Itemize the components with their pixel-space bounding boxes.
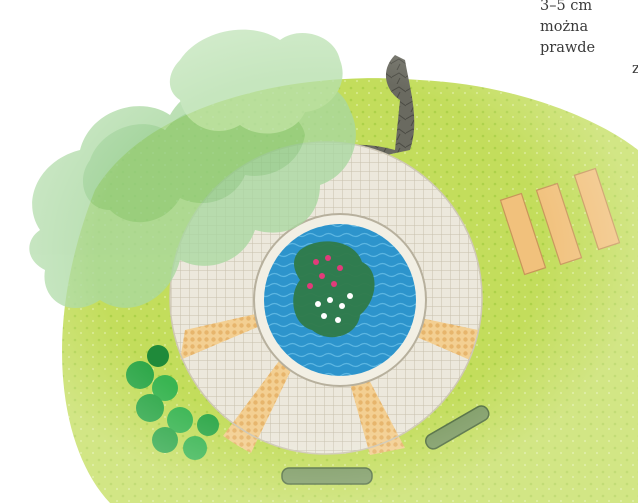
- caption-line-4: z: [632, 61, 638, 77]
- caption-line-2: można: [540, 19, 589, 35]
- caption-line-3: prawde: [540, 40, 596, 56]
- caption-line-1: 3–5 cm: [540, 0, 593, 14]
- caption-text: 3–5 cm można prawde z: [540, 0, 638, 80]
